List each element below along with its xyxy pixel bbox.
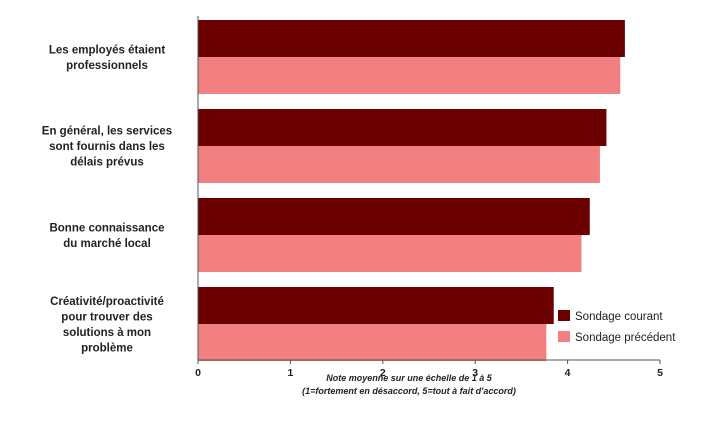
category-label: Bonne connaissance (49, 222, 164, 234)
category-label: Les employés étaient (49, 44, 165, 56)
bar-previous-0 (198, 57, 621, 94)
legend-label: Sondage précédent (575, 332, 676, 344)
category-label: professionnels (66, 60, 148, 72)
x-tick-label: 0 (195, 367, 201, 379)
x-axis-title: Note moyenne sur une échelle de 1 à 5 (326, 373, 493, 383)
category-label: délais prévus (70, 157, 144, 169)
bar-current-1 (198, 109, 607, 146)
bar-previous-3 (198, 324, 547, 361)
legend-swatch (558, 310, 570, 321)
x-tick-label: 3 (472, 367, 478, 379)
category-label: solutions à mon (63, 327, 151, 339)
x-tick-label: 4 (565, 367, 571, 379)
category-label: problème (81, 342, 133, 354)
category-label: En général, les services (42, 126, 172, 138)
x-tick-label: 2 (380, 367, 386, 379)
bar-previous-1 (198, 146, 600, 183)
legend-label: Sondage courant (575, 311, 663, 323)
legend-swatch (558, 331, 570, 342)
category-label: Créativité/proactivité (50, 296, 164, 308)
bar-previous-2 (198, 235, 582, 272)
x-axis-title: (1=fortement en désaccord, 5=tout à fait… (302, 386, 516, 396)
category-label: du marché local (63, 238, 151, 250)
category-label: sont fournis dans les (49, 141, 165, 153)
bar-current-3 (198, 287, 554, 324)
bar-current-0 (198, 20, 625, 57)
x-tick-label: 1 (287, 367, 293, 379)
bar-current-2 (198, 198, 590, 235)
category-label: pour trouver des (61, 311, 152, 323)
x-tick-label: 5 (657, 367, 663, 379)
